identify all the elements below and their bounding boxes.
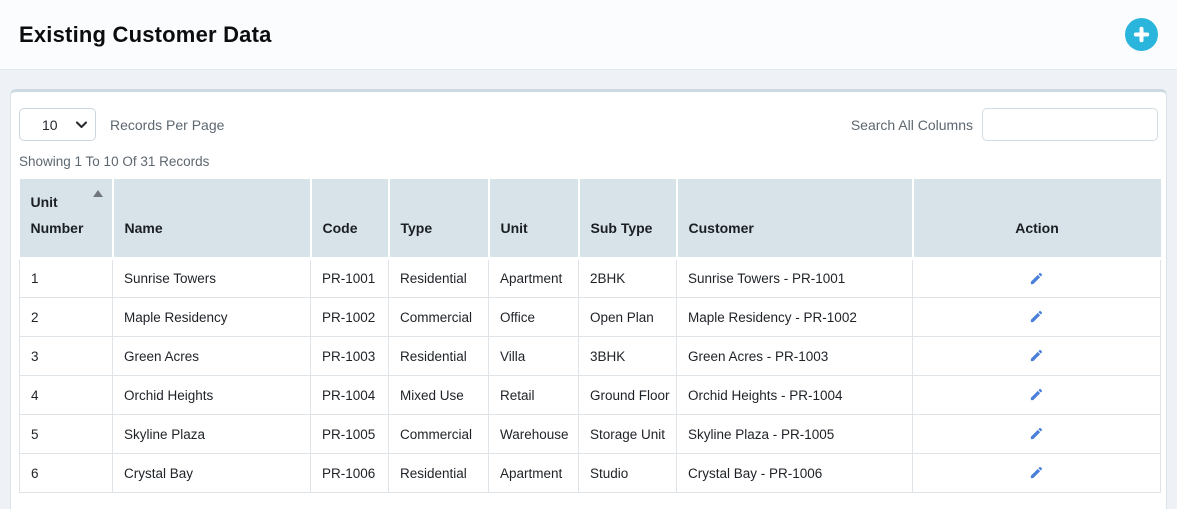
cell-type: Residential — [388, 258, 489, 298]
table-body: 1 Sunrise Towers PR-1001 Residential Apa… — [19, 258, 1161, 493]
cell-unit: Villa — [488, 336, 579, 376]
column-header-unit-number[interactable]: Unit Number — [19, 179, 114, 260]
cell-code: PR-1002 — [310, 297, 389, 337]
cell-code: PR-1003 — [310, 336, 389, 376]
cell-customer: Skyline Plaza - PR-1005 — [676, 414, 913, 454]
cell-unit-number: 5 — [19, 414, 113, 454]
pencil-icon — [1029, 272, 1044, 289]
table-row: 5 Skyline Plaza PR-1005 Commercial Wareh… — [19, 414, 1161, 454]
cell-action — [912, 375, 1161, 415]
page-header: Existing Customer Data — [0, 0, 1177, 70]
cell-name: Sunrise Towers — [112, 258, 311, 298]
cell-customer: Maple Residency - PR-1002 — [676, 297, 913, 337]
add-record-button[interactable] — [1125, 18, 1158, 51]
cell-customer: Orchid Heights - PR-1004 — [676, 375, 913, 415]
cell-unit: Warehouse — [488, 414, 579, 454]
cell-action — [912, 336, 1161, 376]
search-label: Search All Columns — [850, 116, 973, 133]
cell-sub-type: Open Plan — [578, 297, 677, 337]
cell-action — [912, 453, 1161, 493]
edit-button[interactable] — [1025, 463, 1048, 482]
cell-name: Skyline Plaza — [112, 414, 311, 454]
table-row: 1 Sunrise Towers PR-1001 Residential Apa… — [19, 258, 1161, 298]
edit-button[interactable] — [1025, 424, 1048, 443]
cell-action — [912, 297, 1161, 337]
edit-button[interactable] — [1025, 307, 1048, 326]
column-header-unit[interactable]: Unit — [488, 179, 580, 260]
cell-unit-number: 2 — [19, 297, 113, 337]
pencil-icon — [1029, 349, 1044, 366]
cell-action — [912, 258, 1161, 298]
cell-unit-number: 6 — [19, 453, 113, 493]
column-header-action: Action — [912, 179, 1161, 260]
cell-code: PR-1004 — [310, 375, 389, 415]
cell-code: PR-1005 — [310, 414, 389, 454]
pencil-icon — [1029, 427, 1044, 444]
cell-unit: Retail — [488, 375, 579, 415]
edit-button[interactable] — [1025, 385, 1048, 404]
cell-name: Green Acres — [112, 336, 311, 376]
cell-type: Residential — [388, 453, 489, 493]
cell-unit-number: 3 — [19, 336, 113, 376]
column-header-type[interactable]: Type — [388, 179, 490, 260]
column-header-label: Unit Number — [30, 194, 84, 236]
customer-table: Unit Number Name Code Type Unit Sub Type… — [19, 179, 1161, 493]
cell-sub-type: Ground Floor — [578, 375, 677, 415]
edit-button[interactable] — [1025, 269, 1048, 288]
cell-unit: Apartment — [488, 258, 579, 298]
column-header-sub-type[interactable]: Sub Type — [578, 179, 678, 260]
records-summary: Showing 1 To 10 Of 31 Records — [19, 154, 210, 169]
plus-icon — [1131, 24, 1152, 45]
cell-unit: Apartment — [488, 453, 579, 493]
table-header-row: Unit Number Name Code Type Unit Sub Type… — [19, 179, 1161, 260]
pencil-icon — [1029, 310, 1044, 327]
sort-ascending-icon — [92, 190, 103, 197]
table-row: 4 Orchid Heights PR-1004 Mixed Use Retai… — [19, 375, 1161, 415]
cell-code: PR-1006 — [310, 453, 389, 493]
cell-sub-type: Storage Unit — [578, 414, 677, 454]
table-row: 2 Maple Residency PR-1002 Commercial Off… — [19, 297, 1161, 337]
data-card: 10 Records Per Page Search All Columns S… — [10, 89, 1167, 509]
cell-sub-type: 2BHK — [578, 258, 677, 298]
cell-action — [912, 414, 1161, 454]
pencil-icon — [1029, 388, 1044, 405]
cell-name: Crystal Bay — [112, 453, 311, 493]
cell-customer: Crystal Bay - PR-1006 — [676, 453, 913, 493]
cell-type: Commercial — [388, 297, 489, 337]
cell-name: Orchid Heights — [112, 375, 311, 415]
records-per-page-group: 10 Records Per Page — [19, 108, 224, 141]
cell-name: Maple Residency — [112, 297, 311, 337]
cell-sub-type: 3BHK — [578, 336, 677, 376]
pencil-icon — [1029, 466, 1044, 483]
cell-customer: Sunrise Towers - PR-1001 — [676, 258, 913, 298]
table-controls: 10 Records Per Page Search All Columns — [19, 108, 1158, 141]
table-row: 3 Green Acres PR-1003 Residential Villa … — [19, 336, 1161, 376]
cell-type: Residential — [388, 336, 489, 376]
records-per-page-select[interactable]: 10 — [19, 108, 96, 141]
cell-unit: Office — [488, 297, 579, 337]
edit-button[interactable] — [1025, 346, 1048, 365]
cell-sub-type: Studio — [578, 453, 677, 493]
search-group: Search All Columns — [851, 108, 1158, 141]
cell-code: PR-1001 — [310, 258, 389, 298]
cell-type: Mixed Use — [388, 375, 489, 415]
cell-customer: Green Acres - PR-1003 — [676, 336, 913, 376]
page-title: Existing Customer Data — [19, 21, 272, 47]
table-row: 6 Crystal Bay PR-1006 Residential Apartm… — [19, 453, 1161, 493]
search-input[interactable] — [982, 108, 1158, 141]
cell-unit-number: 4 — [19, 375, 113, 415]
column-header-name[interactable]: Name — [112, 179, 312, 260]
records-per-page-select-wrap: 10 — [19, 108, 96, 141]
records-per-page-label: Records Per Page — [110, 116, 225, 133]
column-header-code[interactable]: Code — [310, 179, 390, 260]
cell-type: Commercial — [388, 414, 489, 454]
cell-unit-number: 1 — [19, 258, 113, 298]
column-header-customer[interactable]: Customer — [676, 179, 914, 260]
